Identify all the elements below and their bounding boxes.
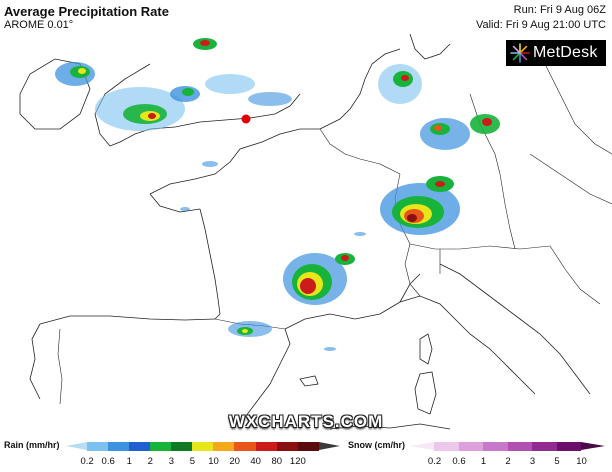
model-label: AROME 0.01° bbox=[4, 19, 74, 31]
rain-tick-label: 120 bbox=[289, 456, 306, 467]
map-area[interactable] bbox=[0, 34, 612, 434]
snow-legend-label: Snow (cm/hr) bbox=[348, 440, 406, 450]
rain-tick-label: 1 bbox=[126, 456, 132, 467]
snow-swatch bbox=[458, 442, 483, 451]
rain-tick-label: 20 bbox=[229, 456, 240, 467]
snow-swatch bbox=[507, 442, 532, 451]
rain-swatch bbox=[318, 442, 340, 450]
snow-swatch bbox=[434, 442, 459, 451]
rain-swatch bbox=[87, 442, 109, 451]
rain-legend-label: Rain (mm/hr) bbox=[4, 440, 60, 450]
snow-tick-label: 2 bbox=[505, 456, 511, 467]
rain-tick-label: 0.6 bbox=[101, 456, 115, 467]
snow-tick-label: 3 bbox=[529, 456, 536, 467]
location-marker[interactable] bbox=[241, 114, 251, 124]
rain-tick-label: 3 bbox=[168, 456, 175, 467]
rain-tick-label: 0.2 bbox=[80, 456, 94, 467]
snow-colorbar bbox=[410, 442, 606, 451]
metdesk-burst-icon bbox=[510, 43, 530, 63]
snow-tick-label: 0.2 bbox=[427, 456, 442, 467]
coastlines bbox=[19, 34, 612, 430]
rain-swatch bbox=[255, 442, 277, 451]
snow-swatch bbox=[581, 442, 605, 450]
snow-swatch bbox=[483, 442, 508, 451]
rain-swatch bbox=[276, 442, 298, 451]
valid-time: Valid: Fri 9 Aug 21:00 UTC bbox=[475, 19, 606, 31]
precip-overlay bbox=[55, 38, 500, 351]
rain-swatch bbox=[66, 442, 87, 450]
rain-swatch bbox=[108, 442, 130, 451]
rain-swatch bbox=[234, 442, 256, 451]
legend: Rain (mm/hr) 0.2 0.6 1 2 3 5 10 20 40 80 120 Snow … bbox=[0, 434, 612, 472]
rain-tick-label: 10 bbox=[208, 456, 219, 467]
rain-swatch bbox=[150, 442, 172, 451]
map-header: Average Precipitation Rate AROME 0.01° R… bbox=[0, 0, 612, 34]
map-canvas bbox=[19, 34, 612, 430]
rain-swatch bbox=[192, 442, 214, 451]
snow-tick-label: 10 bbox=[576, 456, 587, 467]
snow-swatch bbox=[532, 442, 557, 451]
rain-swatch bbox=[297, 442, 319, 451]
rain-tick-label: 40 bbox=[250, 456, 261, 467]
snow-swatch bbox=[556, 442, 581, 451]
snow-swatch bbox=[410, 442, 434, 450]
rain-colorbar bbox=[66, 442, 340, 451]
rain-swatch bbox=[129, 442, 151, 451]
metdesk-text: MetDesk bbox=[533, 44, 598, 61]
watermark: WXCHARTS.COM bbox=[228, 412, 384, 431]
rain-swatch bbox=[171, 442, 193, 451]
snow-tick-label: 0.6 bbox=[452, 456, 466, 467]
rain-tick-label: 2 bbox=[147, 456, 153, 467]
chart-title: Average Precipitation Rate bbox=[4, 4, 169, 19]
rain-tick-label: 5 bbox=[189, 456, 196, 467]
rain-tick-label: 80 bbox=[271, 456, 283, 467]
snow-tick-label: 1 bbox=[480, 456, 487, 467]
metdesk-logo: MetDesk bbox=[506, 40, 606, 66]
rain-swatch bbox=[213, 442, 235, 451]
run-time: Run: Fri 9 Aug 06Z bbox=[513, 4, 606, 16]
snow-tick-label: 5 bbox=[554, 456, 560, 467]
